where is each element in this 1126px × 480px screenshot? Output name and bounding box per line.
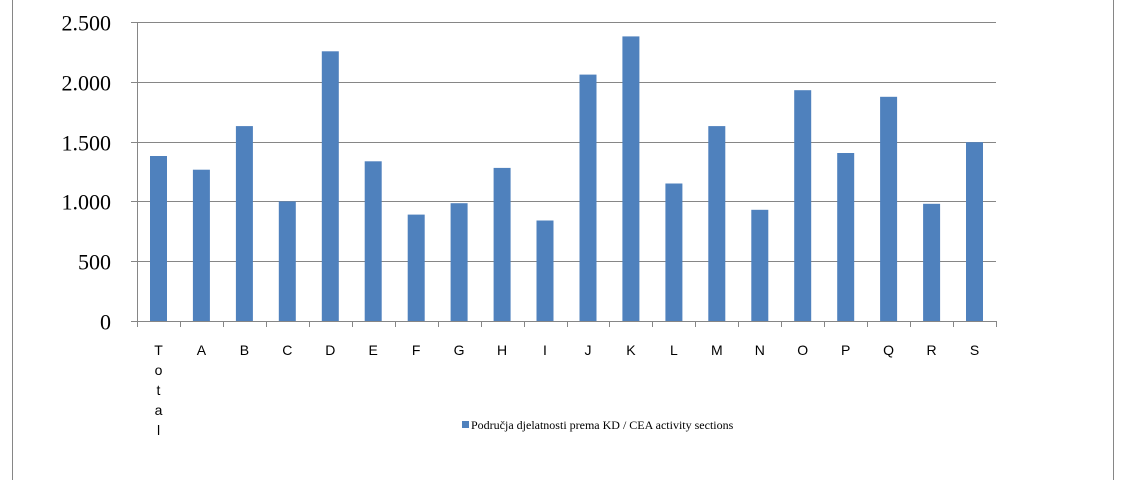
bar-a [192, 169, 210, 321]
bar-n [751, 209, 769, 321]
x-tick-label: R [927, 342, 937, 358]
x-tick-label: D [325, 342, 335, 358]
bar-j [579, 74, 597, 321]
legend-label: Područja djelatnosti prema KD / CEA acti… [471, 418, 734, 432]
x-tick-label: L [670, 342, 678, 358]
x-tick-label: H [497, 342, 507, 358]
bar-k [622, 36, 640, 322]
x-tick-label: B [240, 342, 249, 358]
x-tick-label: N [755, 342, 765, 358]
legend: Područja djelatnosti prema KD / CEA acti… [462, 418, 734, 432]
x-tick-label: K [626, 342, 636, 358]
bar-h [493, 167, 511, 321]
x-tick-label: C [282, 342, 292, 358]
bar-g [450, 203, 468, 321]
bar-l [665, 183, 683, 321]
x-tick-label: I [543, 342, 547, 358]
y-tick-label: 0 [100, 310, 111, 335]
x-tick-label: P [841, 342, 850, 358]
bar-e [364, 161, 382, 321]
bar-r [923, 203, 941, 321]
x-tick-label: G [454, 342, 465, 358]
bar-d [321, 51, 339, 322]
bar-o [794, 90, 812, 321]
y-tick-label: 2.500 [62, 11, 112, 36]
bar-p [837, 153, 855, 321]
bar-total [150, 156, 167, 321]
legend-swatch [462, 421, 469, 428]
x-tick-label: F [412, 342, 421, 358]
bar-m [708, 126, 726, 321]
x-tick-label: A [197, 342, 207, 358]
x-tick-label: O [797, 342, 808, 358]
x-tick-label: M [711, 342, 723, 358]
bar-b [235, 126, 253, 321]
y-tick-labels: 0 500 1.000 1.500 2.000 2.500 [62, 11, 112, 335]
bar-i [536, 220, 554, 321]
bar-f [407, 214, 425, 321]
y-tick-label: 1.000 [62, 190, 112, 215]
x-tick-label: E [369, 342, 378, 358]
bar-s [966, 142, 983, 321]
x-tick-label: J [585, 342, 592, 358]
y-tick-label: 1.500 [62, 131, 112, 156]
y-tick-label: 2.000 [62, 71, 112, 96]
x-tick-label: Q [883, 342, 894, 358]
bars [150, 36, 983, 322]
gridlines [137, 22, 996, 262]
axes [131, 22, 997, 327]
bar-c [278, 201, 296, 321]
y-tick-label: 500 [78, 250, 111, 275]
bar-q [880, 96, 898, 322]
x-tick-label: S [970, 342, 979, 358]
